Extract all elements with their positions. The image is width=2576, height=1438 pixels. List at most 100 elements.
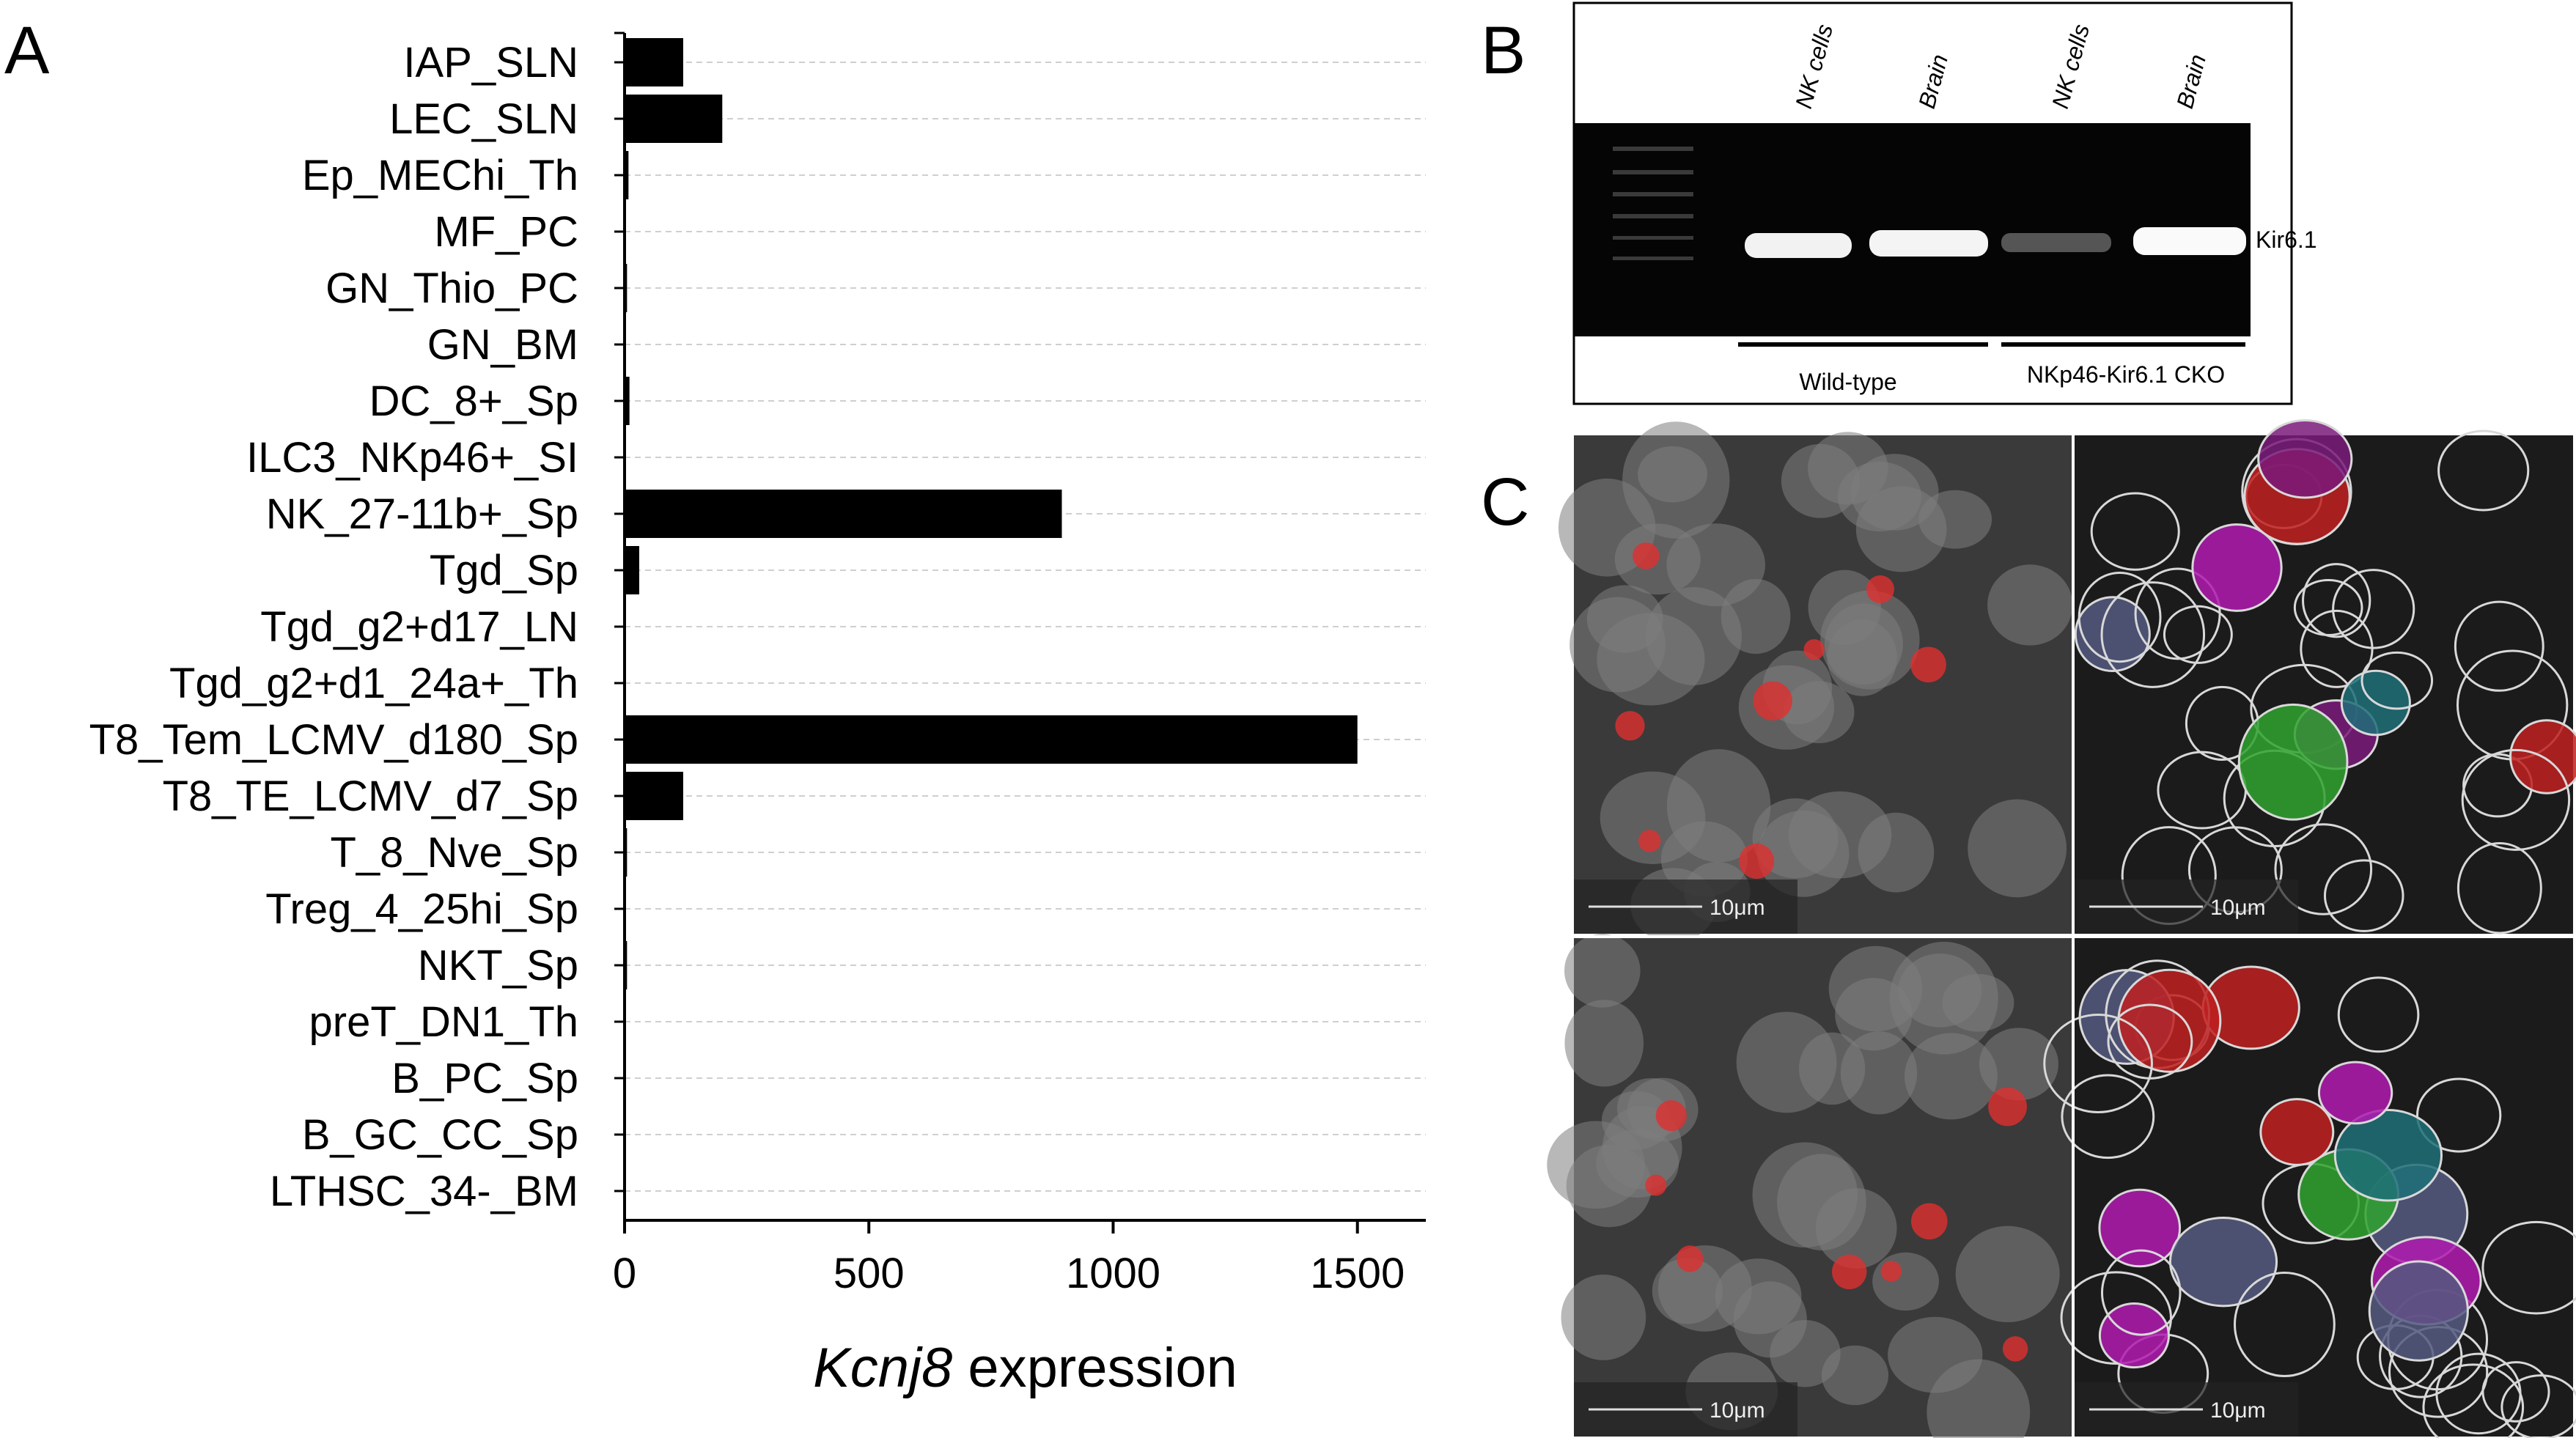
cell: [2257, 419, 2353, 499]
micrographs: 10μm 10μm 10μm 10μm: [1547, 419, 2576, 1438]
signal: [1633, 542, 1660, 569]
scale-label: 10μm: [1710, 896, 1765, 920]
y-tick-label: Ep_MEChi_Th: [302, 152, 578, 199]
signal: [1677, 1245, 1704, 1272]
y-tick-label: IAP_SLN: [403, 39, 578, 86]
y-tick-label: T8_Tem_LCMV_d180_Sp: [89, 716, 578, 764]
signal: [1910, 646, 1946, 683]
cell: [2237, 703, 2349, 821]
cell: [1979, 1028, 2058, 1101]
signal: [1655, 1100, 1687, 1132]
cell: [1564, 1000, 1644, 1087]
y-tick-label: NKT_Sp: [418, 942, 578, 989]
gel-band: [2001, 233, 2111, 252]
bar: [625, 151, 629, 199]
cell: [2481, 1220, 2576, 1315]
cell: [1955, 1225, 2060, 1322]
band-label: Kir6.1: [2256, 226, 2317, 253]
panel-label: A: [4, 13, 50, 88]
cell: [1666, 523, 1766, 607]
cell: [1904, 1033, 1998, 1120]
cell: [1888, 1316, 1983, 1393]
bar-chart: IAP_SLN LEC_SLN Ep_MEChi_Th MF_PC GN_Thio_PC…: [89, 32, 1426, 1399]
x-tick-label: 1500: [1310, 1250, 1405, 1297]
y-tick-label: ILC3_NKp46+_SI: [246, 434, 578, 482]
y-tick-label: T_8_Nve_Sp: [330, 829, 578, 877]
signal: [1753, 681, 1792, 721]
y-tick-label: NK_27-11b+_Sp: [266, 490, 578, 538]
cell: [2323, 859, 2404, 932]
gel-band: [1869, 230, 1988, 257]
y-tick-label: Tgd_g2+d17_LN: [260, 603, 578, 651]
cell: [1872, 1252, 1939, 1311]
y-tick-label: Treg_4_25hi_Sp: [265, 885, 578, 933]
cell: [1815, 1188, 1897, 1269]
cell: [2293, 578, 2363, 636]
cell: [2100, 1249, 2182, 1336]
cell: [1638, 446, 1708, 503]
bar: [625, 772, 683, 820]
cell: [1600, 771, 1706, 865]
signal: [1831, 1254, 1867, 1290]
cell: [1942, 973, 2014, 1032]
scale-label: 10μm: [1710, 1398, 1765, 1423]
cell: [1558, 478, 1656, 577]
cell: [2437, 429, 2530, 512]
y-tick-label: DC_8+_Sp: [369, 377, 578, 425]
cell: [1918, 490, 1992, 549]
bar: [625, 546, 639, 594]
y-tick-label: T8_TE_LCMV_d7_Sp: [163, 773, 578, 820]
cell: [2098, 1302, 2170, 1369]
cell: [2461, 748, 2571, 851]
x-axis-label: Kcnj8 expression: [813, 1337, 1237, 1399]
gel-band: [1745, 233, 1852, 258]
cell: [2457, 842, 2542, 934]
y-tick-label: LEC_SLN: [389, 95, 578, 143]
cell: [2078, 572, 2162, 663]
y-tick-label: MF_PC: [434, 208, 578, 256]
bar: [625, 95, 723, 143]
cell: [2333, 1109, 2443, 1202]
group-label: NKp46-Kir6.1 CKO: [2027, 361, 2225, 388]
cell: [1827, 619, 1897, 696]
y-tick-label: B_PC_Sp: [391, 1055, 578, 1102]
cell: [2117, 968, 2222, 1073]
cell: [2090, 492, 2180, 571]
scale-label: 10μm: [2210, 1398, 2266, 1423]
cell: [1987, 564, 2073, 646]
cell: [2332, 569, 2415, 649]
cell: [2191, 523, 2283, 612]
cell: [2317, 1061, 2393, 1125]
cell: [2274, 823, 2373, 915]
cell: [1733, 1281, 1807, 1358]
x-tick-label: 1000: [1066, 1250, 1160, 1297]
cell: [2416, 1077, 2502, 1153]
y-tick-label: B_GC_CC_Sp: [302, 1111, 578, 1159]
signal: [1880, 1261, 1902, 1282]
cell: [1837, 461, 1921, 532]
signal: [1645, 1174, 1667, 1196]
cell: [2368, 1260, 2469, 1362]
cell: [2098, 1188, 2182, 1268]
y-tick-label: Tgd_g2+d1_24a+_Th: [169, 660, 578, 707]
panel-label: B: [1481, 13, 1526, 88]
cell: [2337, 976, 2420, 1053]
ladder: [1613, 147, 1693, 260]
signal: [1988, 1087, 2027, 1127]
panel-label: C: [1481, 465, 1529, 539]
scale-label: 10μm: [2210, 896, 2266, 920]
bar: [625, 490, 1062, 538]
x-axis-label-text: expression: [968, 1337, 1237, 1399]
signal: [1911, 1203, 1948, 1240]
y-tick-label: LTHSC_34-_BM: [270, 1168, 578, 1215]
cell: [2302, 563, 2371, 638]
cell: [1968, 799, 2067, 898]
gel-band: [2133, 227, 2246, 255]
cell: [2168, 1217, 2278, 1308]
cell: [1561, 1274, 1646, 1360]
signal: [1866, 575, 1894, 604]
x-tick-label: 0: [613, 1250, 636, 1297]
signal: [1739, 843, 1775, 879]
signal: [1615, 711, 1645, 741]
